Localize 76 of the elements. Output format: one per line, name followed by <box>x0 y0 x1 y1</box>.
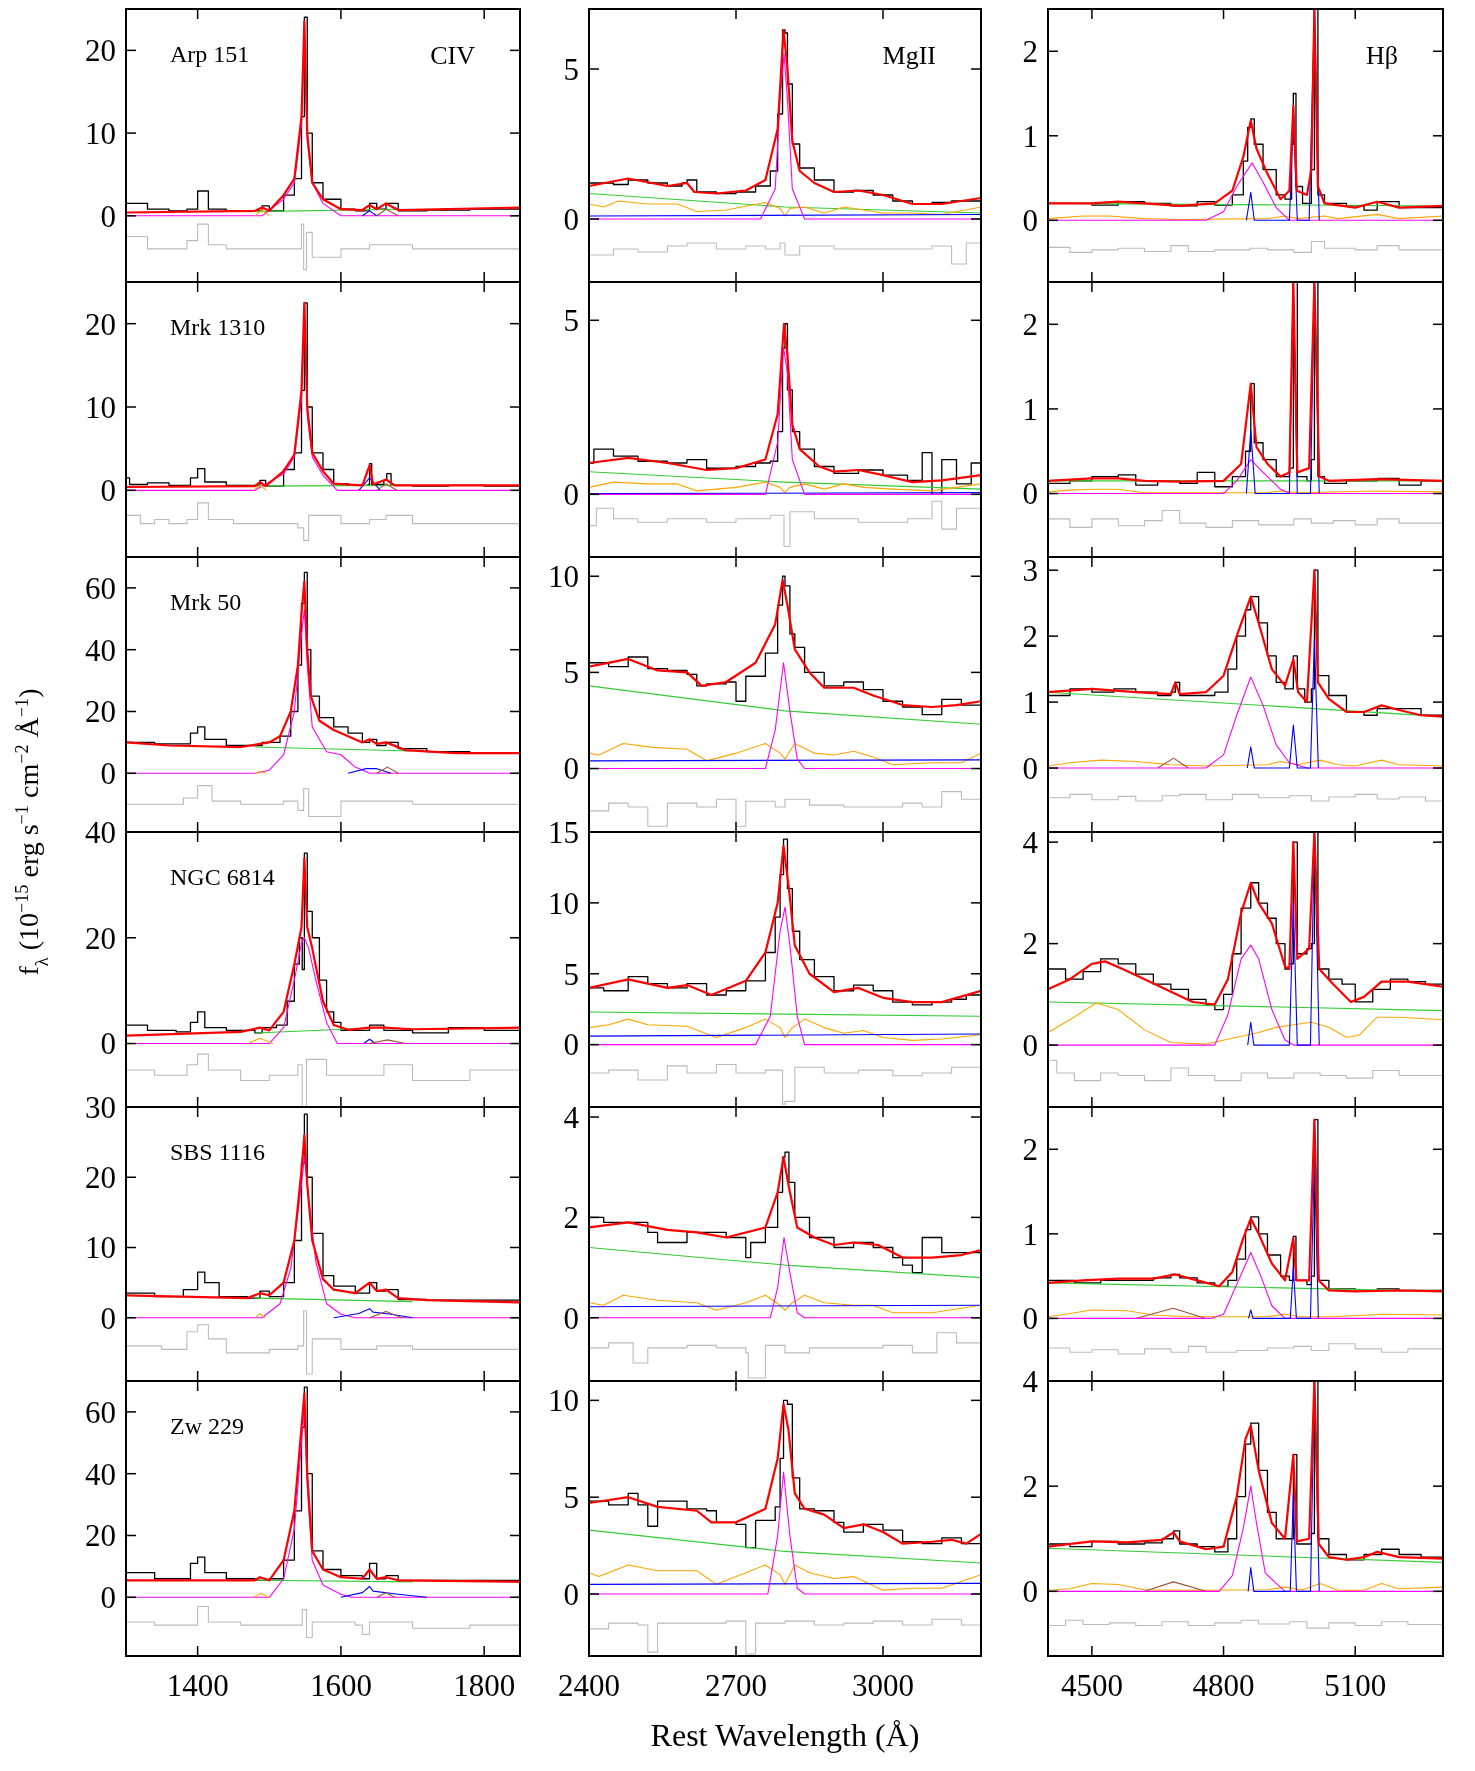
y-tick-label: 2 <box>1022 307 1038 343</box>
y-tick-label: 2 <box>1022 618 1038 654</box>
y-tick-label: 0 <box>100 473 116 509</box>
text: SBS 1116 <box>170 1139 265 1165</box>
y-tick-label: 20 <box>85 306 116 342</box>
y-tick-label: 0 <box>100 1026 116 1062</box>
y-tick-label: 0 <box>1022 476 1038 512</box>
y-tick-label: 15 <box>548 814 579 850</box>
y-tick-label: 2 <box>1022 34 1038 70</box>
y-tick-label: 3 <box>1022 553 1038 589</box>
y-tick-label: 40 <box>85 632 116 668</box>
y-tick-label: 0 <box>563 201 579 237</box>
x-tick-label: 1400 <box>166 1668 229 1703</box>
y-tick-label: 5 <box>563 655 579 691</box>
y-tick-label: 0 <box>1022 203 1038 239</box>
text: NGC 6814 <box>170 864 275 890</box>
x-tick-label: 3000 <box>852 1668 914 1703</box>
annotation: Hβ <box>1365 41 1398 70</box>
y-tick-label: 1 <box>1022 1216 1038 1252</box>
y-tick-label: 20 <box>85 1518 116 1554</box>
y-tick-label: 1 <box>1022 391 1038 427</box>
y-tick-label: 0 <box>1022 750 1038 786</box>
y-tick-label: 5 <box>563 1480 579 1516</box>
x-axis-title: Rest Wavelength (Å) <box>650 1717 920 1753</box>
y-tick-label: 30 <box>85 1089 116 1125</box>
y-tick-label: 10 <box>548 559 579 595</box>
y-tick-label: 40 <box>85 1456 116 1492</box>
y-tick-label: 1 <box>1022 118 1038 154</box>
y-tick-label: 0 <box>100 1580 116 1616</box>
x-tick-label: 4800 <box>1192 1668 1255 1703</box>
text: Mrk 1310 <box>170 314 266 340</box>
y-tick-label: 4 <box>1022 1363 1039 1399</box>
y-tick-label: 0 <box>563 751 579 787</box>
y-tick-label: 5 <box>563 956 579 992</box>
y-tick-label: 5 <box>563 303 579 339</box>
y-tick-label: 20 <box>85 920 116 956</box>
y-tick-label: 2 <box>1022 926 1038 962</box>
x-tick-label: 2700 <box>705 1668 767 1703</box>
y-tick-label: 0 <box>563 1576 579 1612</box>
y-tick-label: 0 <box>1022 1027 1038 1063</box>
y-tick-label: 10 <box>85 1230 116 1266</box>
y-tick-label: 4 <box>563 1099 580 1135</box>
y-tick-label: 2 <box>1022 1132 1038 1168</box>
y-tick-label: 2 <box>563 1200 579 1236</box>
y-tick-label: 60 <box>85 1394 116 1430</box>
y-tick-label: 10 <box>548 885 579 921</box>
x-tick-label: 5100 <box>1324 1668 1387 1703</box>
text: Zw 229 <box>170 1413 244 1439</box>
y-tick-label: 0 <box>100 756 116 792</box>
y-tick-label: 5 <box>563 51 579 87</box>
x-tick-label: 4500 <box>1060 1668 1123 1703</box>
x-tick-label: 1800 <box>453 1668 516 1703</box>
y-tick-label: 0 <box>563 477 579 513</box>
text: Mrk 50 <box>170 589 242 615</box>
y-tick-label: 1 <box>1022 684 1038 720</box>
x-tick-label: 2400 <box>558 1668 620 1703</box>
text: Arp 151 <box>170 41 250 67</box>
y-tick-label: 10 <box>85 115 116 151</box>
y-tick-label: 20 <box>85 1160 116 1196</box>
x-tick-label: 1600 <box>309 1668 372 1703</box>
y-tick-label: 0 <box>1022 1574 1038 1610</box>
y-tick-label: 20 <box>85 33 116 69</box>
y-tick-label: 40 <box>85 814 116 850</box>
y-tick-label: 0 <box>100 198 116 234</box>
y-tick-label: 20 <box>85 694 116 730</box>
y-tick-label: 0 <box>1022 1301 1038 1337</box>
y-tick-label: 0 <box>563 1027 579 1063</box>
y-tick-label: 4 <box>1022 825 1039 860</box>
annotation: CIV <box>430 41 476 70</box>
y-tick-label: 10 <box>85 389 116 425</box>
y-tick-label: 60 <box>85 570 116 606</box>
y-tick-label: 0 <box>563 1300 579 1336</box>
y-tick-label: 2 <box>1022 1469 1038 1505</box>
y-tick-label: 10 <box>548 1383 579 1419</box>
y-tick-label: 0 <box>100 1300 116 1336</box>
annotation: MgII <box>882 41 936 70</box>
